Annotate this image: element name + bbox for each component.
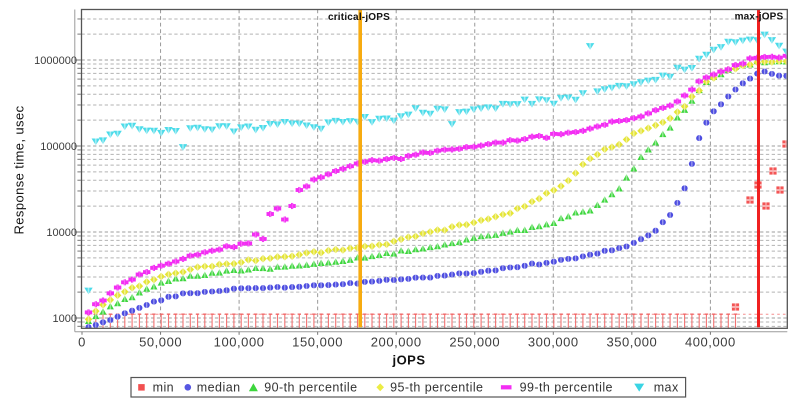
svg-text:300,000: 300,000 xyxy=(528,335,579,350)
svg-text:median: median xyxy=(197,380,241,394)
svg-text:max: max xyxy=(654,380,679,394)
svg-text:350,000: 350,000 xyxy=(606,335,657,350)
svg-text:Response time, usec: Response time, usec xyxy=(12,105,27,234)
svg-text:90-th percentile: 90-th percentile xyxy=(264,380,357,394)
svg-text:10000: 10000 xyxy=(46,227,77,239)
svg-text:250,000: 250,000 xyxy=(449,335,500,350)
svg-text:100,000: 100,000 xyxy=(214,335,265,350)
svg-text:critical-jOPS: critical-jOPS xyxy=(328,12,390,23)
svg-text:95-th percentile: 95-th percentile xyxy=(390,380,483,394)
svg-text:150,000: 150,000 xyxy=(292,335,343,350)
svg-text:max-jOPS: max-jOPS xyxy=(735,12,784,23)
svg-text:0: 0 xyxy=(78,335,86,350)
svg-text:min: min xyxy=(153,380,175,394)
svg-text:jOPS: jOPS xyxy=(391,353,425,368)
svg-text:1000000: 1000000 xyxy=(34,55,77,67)
svg-text:100000: 100000 xyxy=(40,141,77,153)
svg-text:200,000: 200,000 xyxy=(371,335,422,350)
svg-text:50,000: 50,000 xyxy=(139,335,182,350)
svg-text:1000: 1000 xyxy=(53,313,77,325)
svg-text:400,000: 400,000 xyxy=(685,335,736,350)
svg-text:99-th percentile: 99-th percentile xyxy=(520,380,613,394)
